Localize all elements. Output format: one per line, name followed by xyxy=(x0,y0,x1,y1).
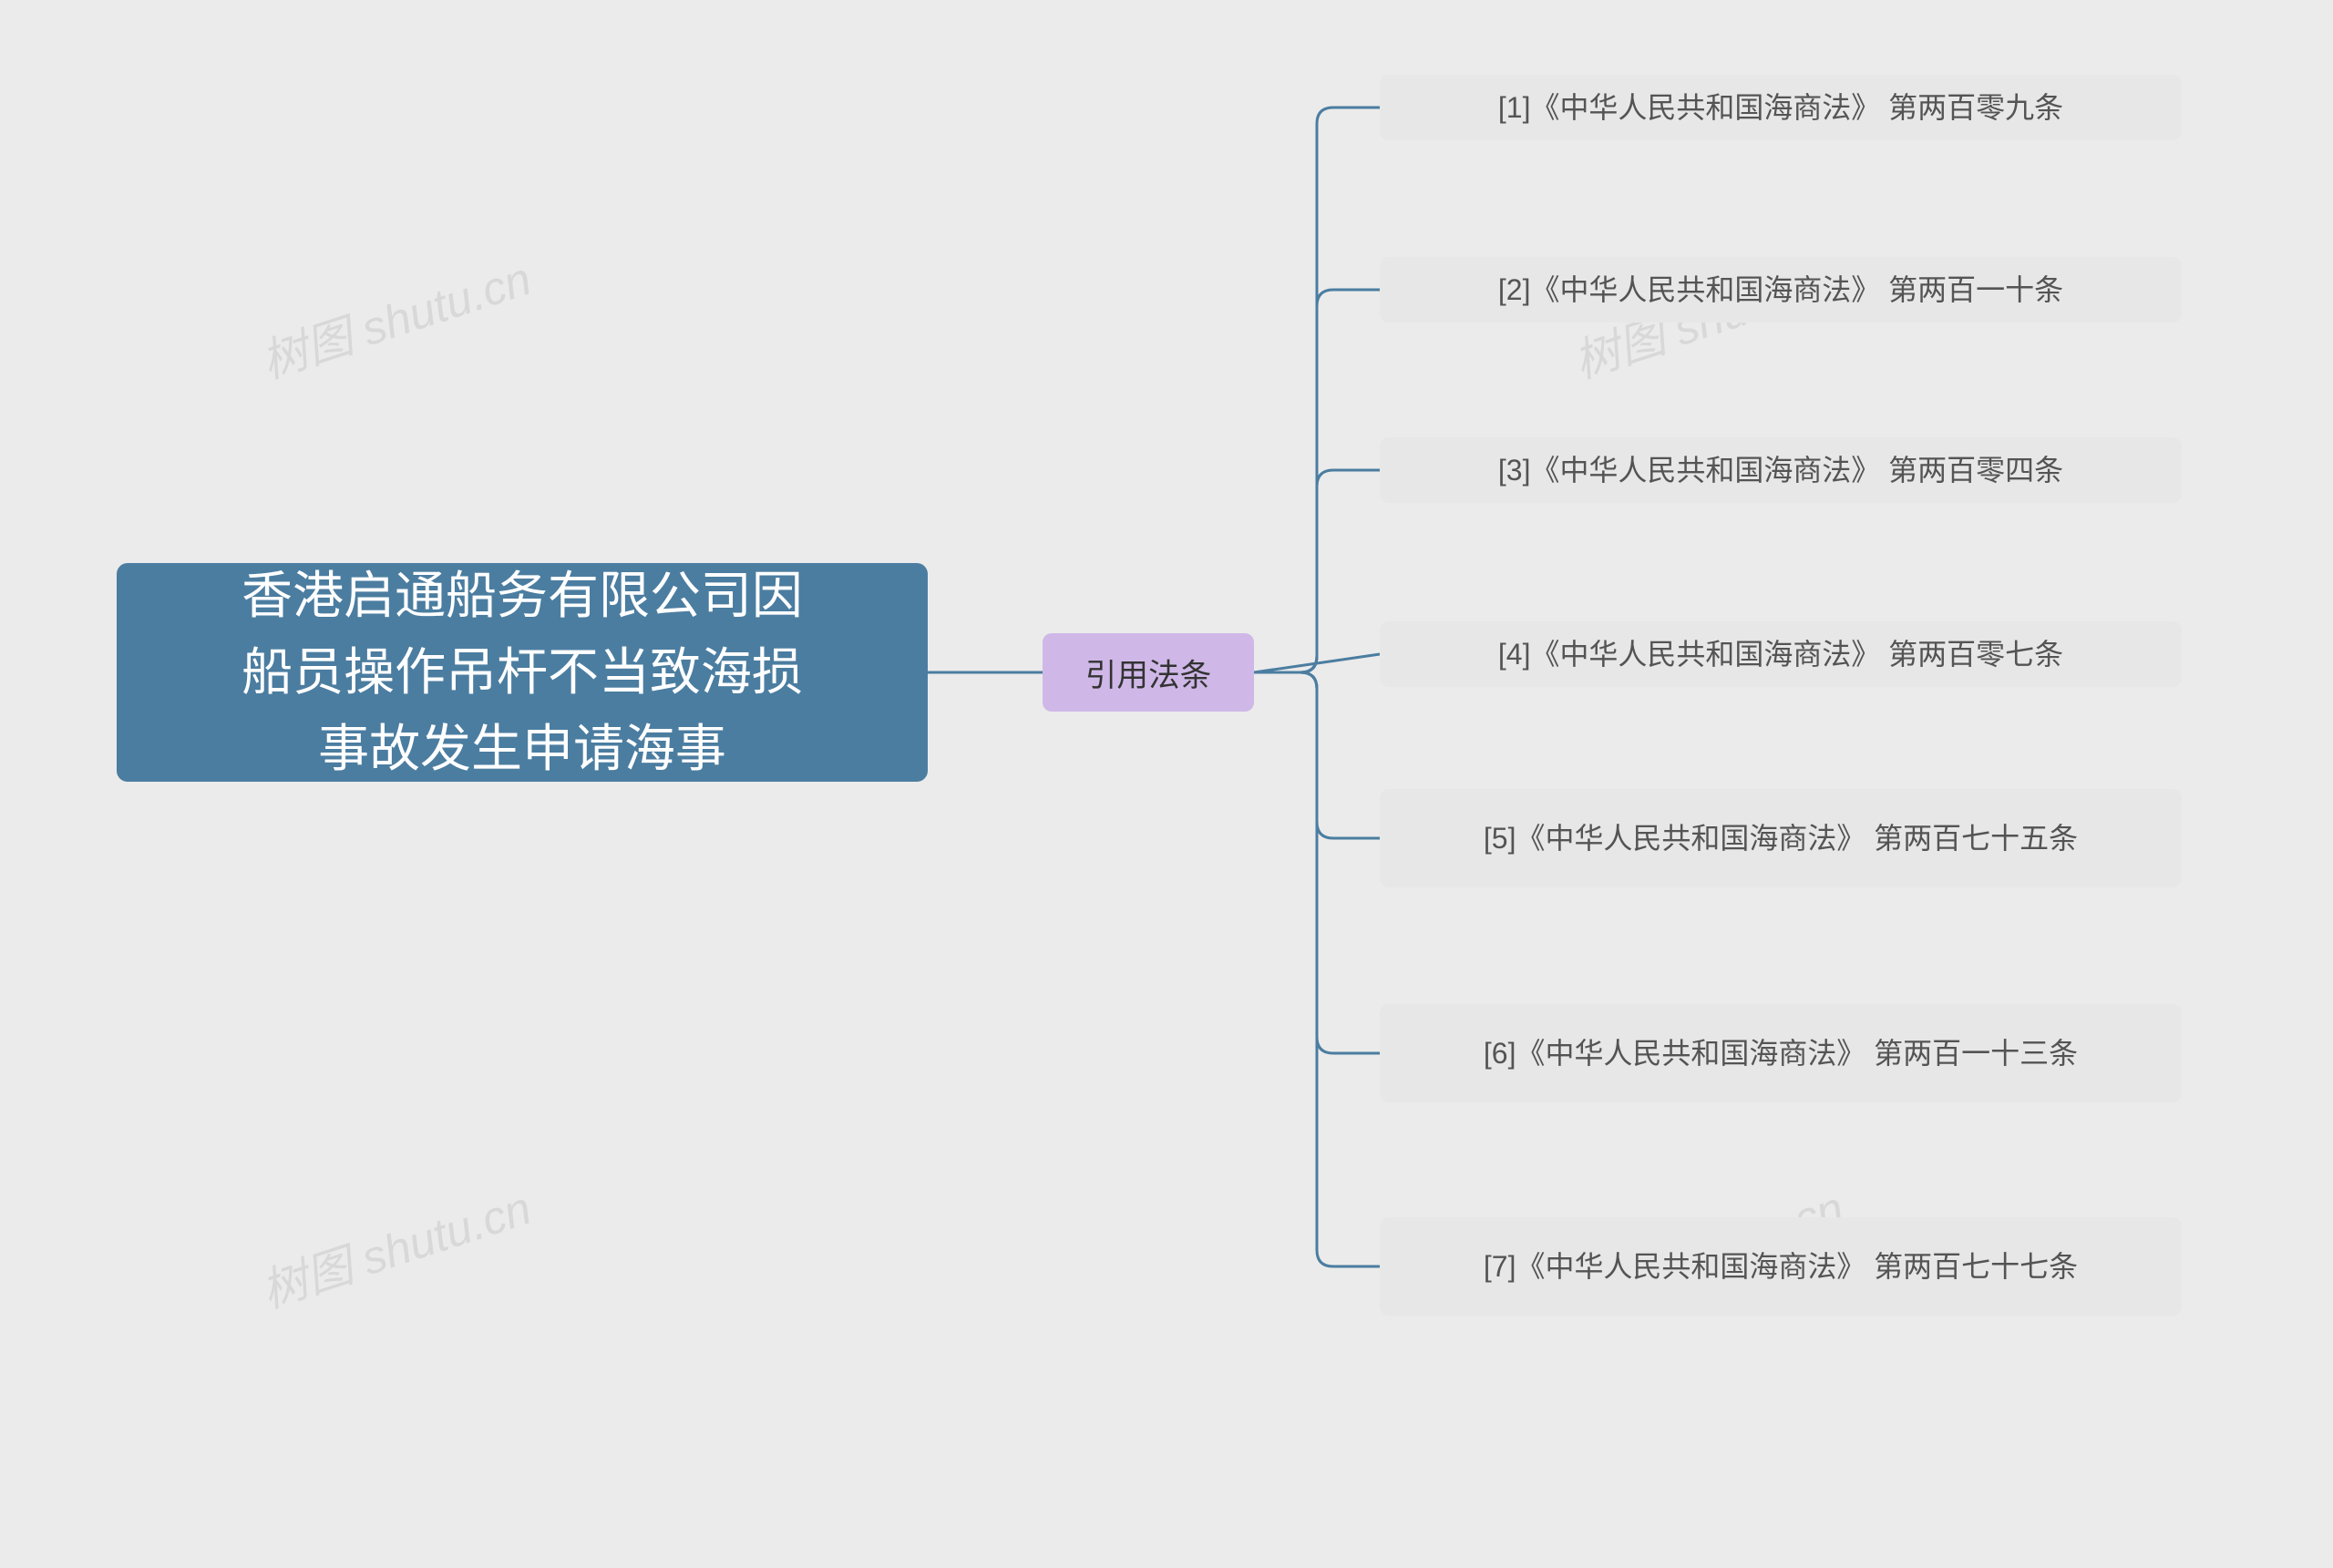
leaf-node-3: [4]《中华人民共和国海商法》 第两百零七条 xyxy=(1380,621,2182,687)
leaf-node-6-label: [7]《中华人民共和国海商法》 第两百七十七条 xyxy=(1484,1245,2078,1287)
leaf-node-2-label: [3]《中华人民共和国海商法》 第两百零四条 xyxy=(1498,449,2063,491)
mid-node-label: 引用法条 xyxy=(1085,650,1212,695)
leaf-node-1: [2]《中华人民共和国海商法》 第两百一十条 xyxy=(1380,257,2182,323)
leaf-node-0: [1]《中华人民共和国海商法》 第两百零九条 xyxy=(1380,75,2182,140)
leaf-node-0-label: [1]《中华人民共和国海商法》 第两百零九条 xyxy=(1498,87,2063,128)
root-node: 香港启通船务有限公司因 船员操作吊杆不当致海损 事故发生申请海事 xyxy=(117,563,928,782)
leaf-node-4: [5]《中华人民共和国海商法》 第两百七十五条 xyxy=(1380,789,2182,887)
leaf-node-4-label: [5]《中华人民共和国海商法》 第两百七十五条 xyxy=(1484,817,2078,859)
connector xyxy=(1254,470,1380,672)
mid-node: 引用法条 xyxy=(1043,633,1254,712)
leaf-node-5: [6]《中华人民共和国海商法》 第两百一十三条 xyxy=(1380,1004,2182,1102)
mindmap-canvas: 树图 shutu.cn树图 shutu.cn树图 shutu.cn树图 shut… xyxy=(0,0,2333,1568)
leaf-node-2: [3]《中华人民共和国海商法》 第两百零四条 xyxy=(1380,437,2182,503)
leaf-node-5-label: [6]《中华人民共和国海商法》 第两百一十三条 xyxy=(1484,1032,2078,1074)
leaf-node-6: [7]《中华人民共和国海商法》 第两百七十七条 xyxy=(1380,1217,2182,1316)
root-node-label: 香港启通船务有限公司因 船员操作吊杆不当致海损 事故发生申请海事 xyxy=(242,558,803,787)
leaf-node-1-label: [2]《中华人民共和国海商法》 第两百一十条 xyxy=(1498,269,2063,311)
connector xyxy=(1254,672,1380,1266)
leaf-node-3-label: [4]《中华人民共和国海商法》 第两百零七条 xyxy=(1498,633,2063,675)
